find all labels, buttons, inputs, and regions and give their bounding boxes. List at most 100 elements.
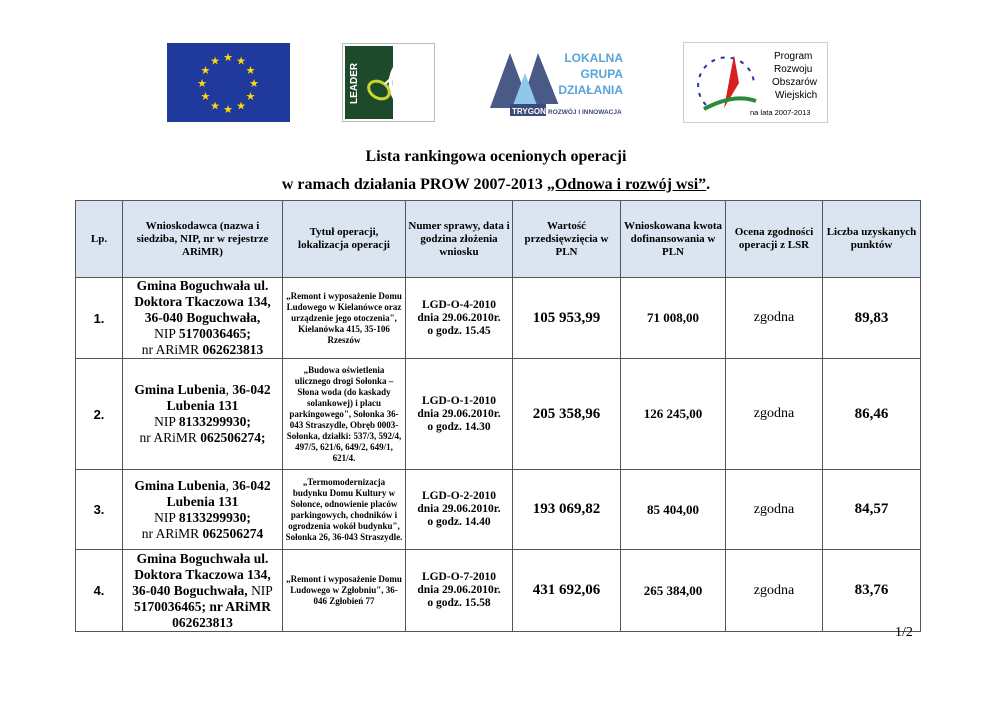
prow-logo: Program Rozwoju Obszarów Wiejskich na la… xyxy=(683,42,828,123)
applicant-text: Gmina Lubenia xyxy=(134,477,226,493)
applicant-text: NIP xyxy=(251,582,273,598)
applicant-text: Gmina Boguchwała ul. Doktora Tkaczowa 13… xyxy=(134,278,271,325)
eu-star: ★ xyxy=(246,91,256,103)
applicant-cell: Gmina Boguchwała ul. Doktora Tkaczowa 13… xyxy=(122,277,283,359)
column-header: Ocena zgodności operacji z LSR xyxy=(725,200,823,278)
eu-star: ★ xyxy=(210,101,220,113)
lgd-trygon-logo: TRYGON ROZWÓJ I INNOWACJA LOKALNA GRUPA … xyxy=(490,48,626,118)
prow-text-5: na lata 2007-2013 xyxy=(750,108,810,117)
lsr-assessment: zgodna xyxy=(725,469,823,550)
column-header: Liczba uzyskanych punktów xyxy=(822,200,921,278)
column-header: Lp. xyxy=(75,200,123,278)
points: 84,57 xyxy=(822,469,921,550)
eu-star: ★ xyxy=(197,78,207,90)
applicant-text: Gmina Boguchwała ul. Doktora Tkaczowa 13… xyxy=(132,550,271,598)
eu-star: ★ xyxy=(223,104,233,116)
page-number: 1/2 xyxy=(895,625,913,640)
prow-text-4: Wiejskich xyxy=(775,90,817,101)
ranking-table: Lp. Wnioskodawca (nazwa i siedziba, NIP, … xyxy=(75,200,921,632)
operation-title: „Remont i wyposażenie Domu Ludowego w Zg… xyxy=(282,549,406,632)
subtitle-suffix: . xyxy=(706,176,711,193)
applicant-text: 36-042 Lubenia 131 xyxy=(166,382,271,413)
eu-star: ★ xyxy=(201,65,211,77)
case-line: dnia 29.06.2010r. xyxy=(417,311,501,324)
lsr-assessment: zgodna xyxy=(725,277,823,359)
table-row: 3. Gmina Lubenia, 36-042 Lubenia 131 NIP 8… xyxy=(75,469,921,550)
case-line: dnia 29.06.2010r. xyxy=(417,503,501,515)
applicant-text: 36-042 Lubenia 131 xyxy=(166,477,271,509)
applicant-text: 062623813 xyxy=(202,342,264,357)
column-header: Tytuł operacji, lokalizacja operacji xyxy=(282,200,406,278)
applicant-text: 062506274; xyxy=(200,430,266,445)
eu-star: ★ xyxy=(246,65,256,77)
requested-amount: 71 008,00 xyxy=(620,277,726,359)
case-line: o godz. 14.30 xyxy=(427,420,491,433)
operation-title: „Remont i wyposażenie Domu Ludowego w Ki… xyxy=(282,277,406,359)
points: 83,76 xyxy=(822,549,921,632)
lgd-bar-2: ROZWÓJ I INNOWACJA xyxy=(548,107,622,116)
eu-star: ★ xyxy=(210,55,220,67)
applicant-text: , xyxy=(225,382,233,397)
case-line: LGD-O-4-2010 xyxy=(421,298,497,311)
applicant-text: nr ARiMR xyxy=(141,525,203,541)
applicant-text: nr ARiMR xyxy=(139,430,201,445)
applicant-text: NIP xyxy=(154,414,179,429)
applicant-cell: Gmina Lubenia, 36-042 Lubenia 131 NIP 813… xyxy=(122,358,283,470)
applicant-text: 8133299930; xyxy=(178,509,251,525)
case-number-cell: LGD-O-1-2010 dnia 29.06.2010r. o godz. 14.… xyxy=(405,358,513,470)
eu-star: ★ xyxy=(236,101,246,113)
points: 86,46 xyxy=(822,358,921,470)
column-header: Numer sprawy, data i godzina złożenia wn… xyxy=(405,200,513,278)
project-value: 205 358,96 xyxy=(512,358,621,470)
operation-title: „Budowa oświetlenia ulicznego drogi Soło… xyxy=(282,358,406,470)
prow-text-1: Program xyxy=(774,51,812,62)
lsr-assessment: zgodna xyxy=(725,549,823,632)
document-title: Lista rankingowa ocenionych operacji xyxy=(365,148,627,165)
table-row: 4. Gmina Boguchwała ul. Doktora Tkaczowa … xyxy=(75,549,921,632)
eu-star: ★ xyxy=(223,52,233,64)
applicant-text: nr ARiMR xyxy=(141,342,203,357)
document-subtitle: w ramach działania PROW 2007-2013 „Odnow… xyxy=(0,176,992,194)
requested-amount: 126 245,00 xyxy=(620,358,726,470)
case-line: o godz. 15.58 xyxy=(427,597,491,609)
subtitle-action-name: „Odnowa i rozwój wsi” xyxy=(546,176,707,193)
eu-flag-logo: ★ ★ ★ ★ ★ ★ ★ ★ ★ ★ ★ ★ xyxy=(167,43,290,122)
lgd-text-3: DZIAŁANIA xyxy=(558,83,623,97)
column-header: Wartość przedsięwzięcia w PLN xyxy=(512,200,621,278)
case-number-cell: LGD-O-2-2010 dnia 29.06.2010r. o godz. 14.… xyxy=(405,469,513,550)
points: 89,83 xyxy=(822,277,921,359)
row-number: 1. xyxy=(75,277,123,359)
applicant-cell: Gmina Boguchwała ul. Doktora Tkaczowa 13… xyxy=(122,549,283,632)
leader-logo: LEADER xyxy=(342,43,435,122)
case-line: LGD-O-1-2010 xyxy=(421,394,497,407)
case-line: LGD-O-7-2010 xyxy=(421,571,497,583)
project-value: 431 692,06 xyxy=(512,549,621,632)
case-line: dnia 29.06.2010r. xyxy=(417,407,501,420)
column-header: Wnioskodawca (nazwa i siedziba, NIP, nr … xyxy=(122,200,283,278)
case-line: o godz. 15.45 xyxy=(427,324,491,337)
prow-text-3: Obszarów xyxy=(772,77,818,88)
table-row: 2. Gmina Lubenia, 36-042 Lubenia 131 NIP 8… xyxy=(75,358,921,470)
row-number: 2. xyxy=(75,358,123,470)
lgd-text-2: GRUPA xyxy=(581,67,624,81)
applicant-text: NIP xyxy=(154,509,179,525)
eu-stars-icon: ★ ★★★★★★★★★★★ xyxy=(197,52,259,116)
applicant-text: 8133299930; xyxy=(178,414,251,429)
applicant-text: NIP xyxy=(154,326,179,341)
operation-title: „Termomodernizacja budynku Domu Kultury … xyxy=(282,469,406,550)
requested-amount: 265 384,00 xyxy=(620,549,726,632)
applicant-text: 5170036465; nr ARiMR 062623813 xyxy=(134,598,271,630)
column-header: Wnioskowana kwota dofinansowania w PLN xyxy=(620,200,726,278)
case-line: o godz. 14.40 xyxy=(427,516,491,528)
case-number-cell: LGD-O-7-2010 dnia 29.06.2010r. o godz. 15.… xyxy=(405,549,513,632)
project-value: 105 953,99 xyxy=(512,277,621,359)
prow-text-2: Rozwoju xyxy=(774,64,812,75)
applicant-cell: Gmina Lubenia, 36-042 Lubenia 131 NIP 813… xyxy=(122,469,283,550)
svg-text:LEADER: LEADER xyxy=(349,62,360,104)
eu-star: ★ xyxy=(249,78,259,90)
case-number-cell: LGD-O-4-2010 dnia 29.06.2010r. o godz. 15.… xyxy=(405,277,513,359)
case-line: LGD-O-2-2010 xyxy=(421,490,497,502)
eu-star: ★ xyxy=(201,91,211,103)
applicant-text: 5170036465; xyxy=(178,326,251,341)
row-number: 4. xyxy=(75,549,123,632)
